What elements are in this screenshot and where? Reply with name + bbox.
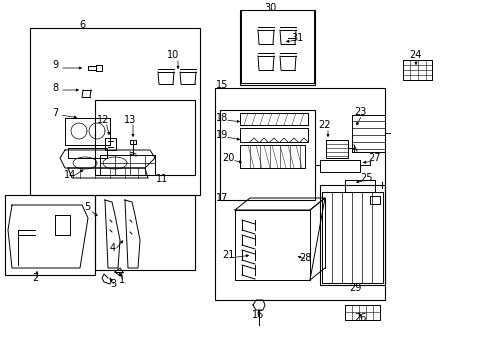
Text: 11: 11: [156, 174, 168, 184]
Text: 6: 6: [79, 20, 85, 30]
Text: 20: 20: [222, 153, 234, 163]
Bar: [319, 185, 384, 285]
Text: 12: 12: [97, 115, 109, 125]
Text: 31: 31: [290, 33, 303, 43]
Text: 10: 10: [166, 50, 179, 60]
Text: 18: 18: [215, 113, 228, 123]
Text: 19: 19: [215, 130, 228, 140]
Text: 30: 30: [264, 3, 276, 13]
Text: 21: 21: [222, 250, 234, 260]
Text: 9: 9: [52, 60, 58, 70]
Bar: [30, 28, 200, 195]
Text: 23: 23: [353, 107, 366, 117]
Text: 22: 22: [318, 120, 330, 130]
Text: 7: 7: [52, 108, 58, 118]
Bar: [95, 100, 195, 175]
Text: 13: 13: [123, 115, 136, 125]
Bar: [95, 195, 195, 270]
Bar: [240, 10, 314, 85]
Text: 15: 15: [215, 80, 228, 90]
Text: 29: 29: [348, 283, 361, 293]
Bar: [215, 88, 384, 300]
Text: 4: 4: [110, 243, 116, 253]
Text: 26: 26: [353, 313, 366, 323]
Text: 17: 17: [215, 193, 228, 203]
Text: 5: 5: [84, 202, 90, 212]
Text: 14: 14: [64, 170, 76, 180]
Text: 1: 1: [119, 275, 125, 285]
Text: 27: 27: [368, 153, 381, 163]
Text: 28: 28: [298, 253, 310, 263]
Text: 24: 24: [408, 50, 420, 60]
Text: 3: 3: [110, 279, 116, 289]
Bar: [220, 110, 314, 200]
Text: 8: 8: [52, 83, 58, 93]
Text: 25: 25: [360, 173, 372, 183]
Text: 2: 2: [32, 273, 38, 283]
Bar: [5, 195, 95, 275]
Text: 16: 16: [251, 310, 264, 320]
